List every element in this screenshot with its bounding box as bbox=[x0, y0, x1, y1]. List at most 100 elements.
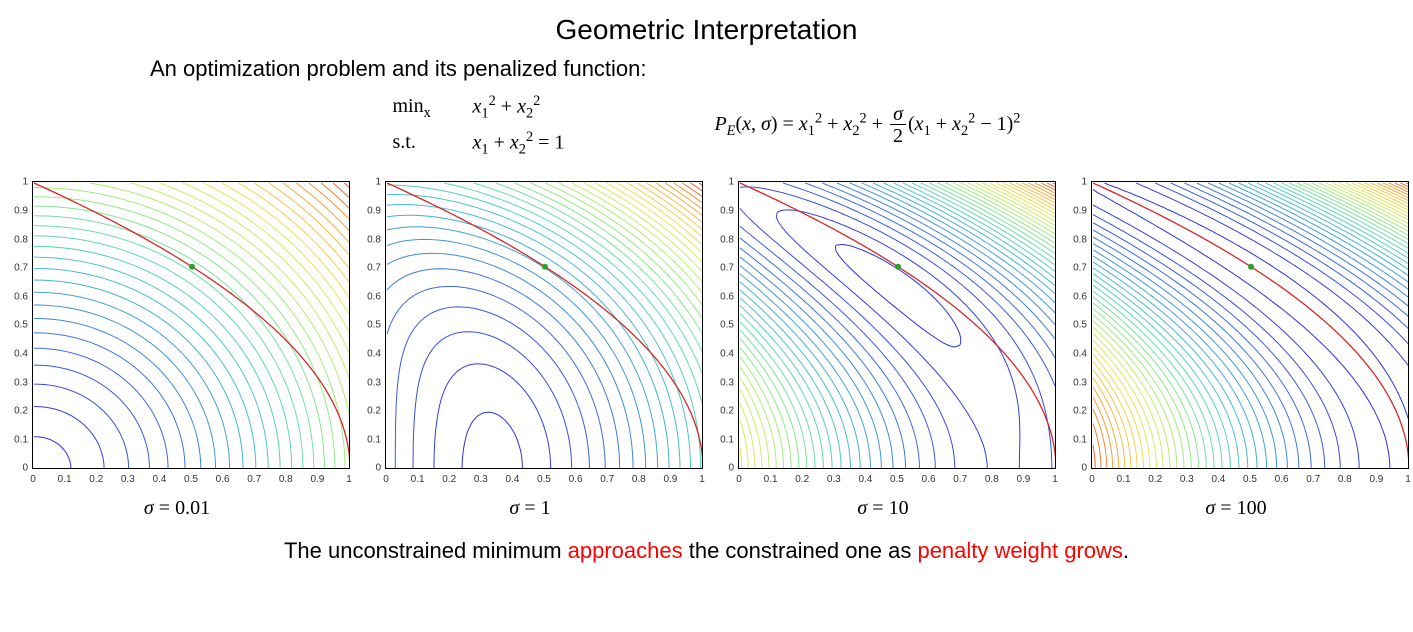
y-tick: 0.9 bbox=[355, 206, 381, 217]
y-tick: 1 bbox=[708, 177, 734, 188]
x-tick: 0.8 bbox=[632, 474, 646, 485]
x-tick: 0.5 bbox=[1243, 474, 1257, 485]
subtitle: An optimization problem and its penalize… bbox=[150, 56, 1413, 82]
y-tick: 0.8 bbox=[1061, 234, 1087, 245]
y-tick: 0.4 bbox=[2, 349, 28, 360]
y-tick: 0.7 bbox=[355, 263, 381, 274]
contour-panel: 00.10.20.30.40.50.60.70.80.9100.10.20.30… bbox=[2, 179, 352, 520]
x-tick: 0.4 bbox=[505, 474, 519, 485]
x-tick: 0.5 bbox=[537, 474, 551, 485]
x-tick: 0.4 bbox=[1211, 474, 1225, 485]
y-tick: 0.7 bbox=[1061, 263, 1087, 274]
x-tick: 0.9 bbox=[1016, 474, 1030, 485]
y-tick: 0.6 bbox=[1061, 291, 1087, 302]
page-title: Geometric Interpretation bbox=[0, 14, 1413, 46]
y-tick: 0.6 bbox=[355, 291, 381, 302]
x-tick: 0.4 bbox=[858, 474, 872, 485]
x-tick: 0.2 bbox=[1148, 474, 1162, 485]
y-tick: 0.4 bbox=[355, 349, 381, 360]
x-tick: 0.1 bbox=[411, 474, 425, 485]
y-tick: 0.6 bbox=[708, 291, 734, 302]
y-tick: 0.2 bbox=[708, 406, 734, 417]
x-tick: 0.3 bbox=[827, 474, 841, 485]
x-tick: 0.3 bbox=[474, 474, 488, 485]
x-tick: 0.6 bbox=[922, 474, 936, 485]
optimization-problem: minx x12 + x22 s.t. x1 + x22 = 1 bbox=[392, 90, 564, 161]
conclusion: The unconstrained minimum approaches the… bbox=[0, 538, 1413, 564]
y-tick: 0.1 bbox=[708, 434, 734, 445]
y-tick: 0 bbox=[708, 463, 734, 474]
y-tick: 0.2 bbox=[355, 406, 381, 417]
y-tick: 0.6 bbox=[2, 291, 28, 302]
x-tick: 1 bbox=[346, 474, 352, 485]
x-tick: 0.1 bbox=[764, 474, 778, 485]
y-tick: 1 bbox=[355, 177, 381, 188]
x-tick: 0.1 bbox=[1117, 474, 1131, 485]
constraint-curve bbox=[387, 183, 702, 468]
x-tick: 0.6 bbox=[1275, 474, 1289, 485]
y-tick: 0 bbox=[1061, 463, 1087, 474]
y-tick: 1 bbox=[1061, 177, 1087, 188]
y-tick: 0.4 bbox=[708, 349, 734, 360]
y-tick: 0.8 bbox=[2, 234, 28, 245]
x-tick: 1 bbox=[699, 474, 705, 485]
x-tick: 0 bbox=[736, 474, 742, 485]
contour-plot bbox=[739, 182, 1055, 468]
penalty-function: PE(x, σ) = x12 + x22 + σ2(x1 + x22 − 1)2 bbox=[714, 104, 1020, 147]
x-tick: 0.6 bbox=[569, 474, 583, 485]
x-tick: 0.5 bbox=[890, 474, 904, 485]
contour-panel: 00.10.20.30.40.50.60.70.80.9100.10.20.30… bbox=[355, 179, 705, 520]
x-tick: 0.7 bbox=[247, 474, 261, 485]
contour-plot bbox=[1092, 182, 1408, 468]
y-tick: 0.3 bbox=[708, 377, 734, 388]
x-tick: 1 bbox=[1052, 474, 1058, 485]
x-tick: 0.4 bbox=[152, 474, 166, 485]
x-tick: 0.8 bbox=[985, 474, 999, 485]
x-tick: 0.6 bbox=[216, 474, 230, 485]
x-tick: 0.7 bbox=[953, 474, 967, 485]
y-tick: 0.1 bbox=[355, 434, 381, 445]
y-tick: 1 bbox=[2, 177, 28, 188]
y-tick: 0.1 bbox=[1061, 434, 1087, 445]
y-tick: 0 bbox=[2, 463, 28, 474]
x-tick: 0.3 bbox=[1180, 474, 1194, 485]
y-tick: 0.4 bbox=[1061, 349, 1087, 360]
optimum-marker bbox=[895, 264, 901, 270]
sigma-label: σ = 100 bbox=[1061, 497, 1411, 520]
x-tick: 0 bbox=[1089, 474, 1095, 485]
x-tick: 0.3 bbox=[121, 474, 135, 485]
x-tick: 0.7 bbox=[1306, 474, 1320, 485]
x-tick: 0.2 bbox=[795, 474, 809, 485]
x-tick: 0.9 bbox=[310, 474, 324, 485]
contour-plot bbox=[386, 182, 702, 468]
contour-panel: 0 0.1 0.2 0.3 0.4 0.5 0.6 0.7 0.8 0.9 1 0 0.1 0.2 0.3 0… bbox=[708, 179, 1058, 520]
y-tick: 0.1 bbox=[2, 434, 28, 445]
y-tick: 0.3 bbox=[355, 377, 381, 388]
y-tick: 0.7 bbox=[2, 263, 28, 274]
y-tick: 0.9 bbox=[708, 206, 734, 217]
optimum-marker bbox=[542, 264, 548, 270]
contour-panel: 00.10.20.30.40.50.60.70.80.9100.10.20.30… bbox=[1061, 179, 1411, 520]
x-tick: 0.7 bbox=[600, 474, 614, 485]
x-tick: 0.2 bbox=[89, 474, 103, 485]
optimum-marker bbox=[189, 264, 195, 270]
contour-plot bbox=[33, 182, 349, 468]
x-tick: 0.8 bbox=[279, 474, 293, 485]
x-tick: 0 bbox=[383, 474, 389, 485]
x-tick: 0.9 bbox=[1369, 474, 1383, 485]
y-tick: 0.5 bbox=[355, 320, 381, 331]
x-tick: 0.9 bbox=[663, 474, 677, 485]
sigma-label: σ = 1 bbox=[355, 497, 705, 520]
y-tick: 0 bbox=[355, 463, 381, 474]
x-tick: 1 bbox=[1405, 474, 1411, 485]
y-tick: 0.8 bbox=[355, 234, 381, 245]
y-tick: 0.7 bbox=[708, 263, 734, 274]
y-tick: 0.9 bbox=[2, 206, 28, 217]
sigma-label: σ = 0.01 bbox=[2, 497, 352, 520]
y-tick: 0.2 bbox=[1061, 406, 1087, 417]
x-tick: 0.8 bbox=[1338, 474, 1352, 485]
x-tick: 0.5 bbox=[184, 474, 198, 485]
x-tick: 0 bbox=[30, 474, 36, 485]
y-tick: 0.5 bbox=[2, 320, 28, 331]
y-tick: 0.9 bbox=[1061, 206, 1087, 217]
